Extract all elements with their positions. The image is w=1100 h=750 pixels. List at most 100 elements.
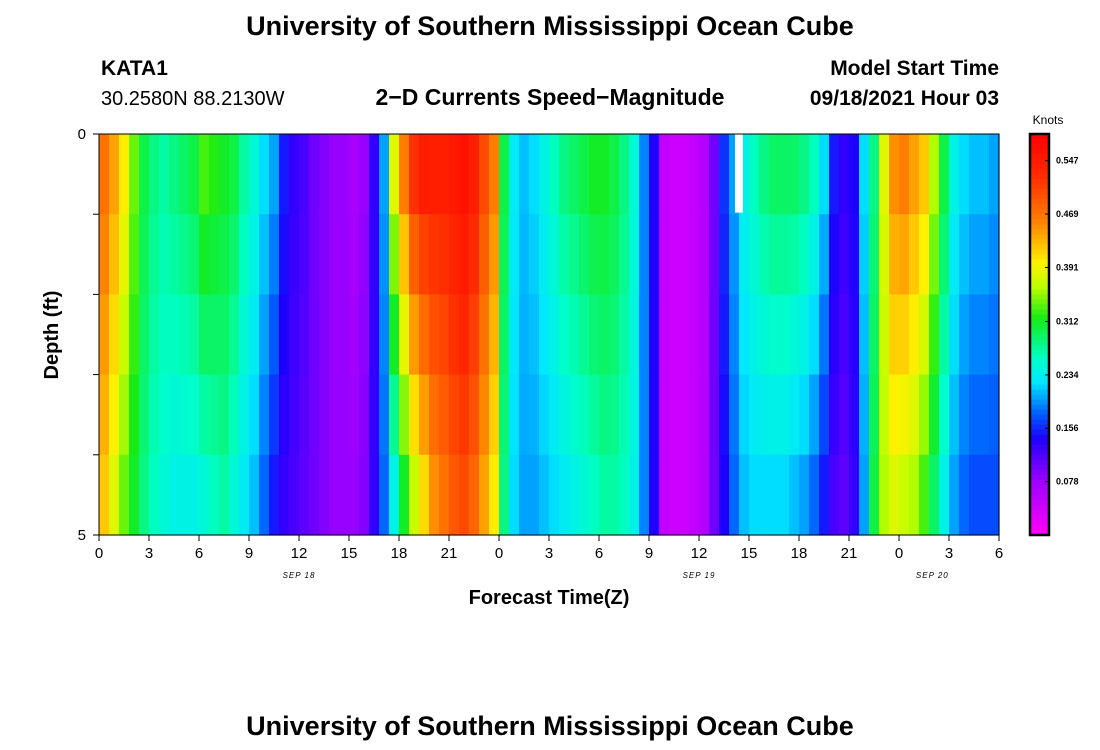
heatmap-cells <box>99 134 1000 536</box>
heatmap-cell <box>929 214 940 295</box>
chart-subtitle: 2−D Currents Speed−Magnitude <box>376 84 725 110</box>
heatmap-cell <box>439 294 450 376</box>
colorbar-segment <box>1030 234 1049 240</box>
heatmap-cell <box>559 294 570 376</box>
heatmap-cell <box>809 374 820 456</box>
heatmap-cell <box>989 454 1000 536</box>
heatmap-cell <box>99 294 110 376</box>
heatmap-cell <box>709 454 720 536</box>
colorbar-segment <box>1030 244 1049 250</box>
colorbar-segment <box>1030 499 1049 506</box>
heatmap-cell <box>799 374 810 456</box>
heatmap-cell <box>249 214 260 295</box>
heatmap-cell <box>949 454 960 536</box>
heatmap-cell <box>709 134 720 215</box>
heatmap-cell <box>139 134 150 215</box>
heatmap-cell <box>339 374 350 456</box>
heatmap-cell <box>399 134 410 215</box>
heatmap-cell <box>319 214 330 295</box>
colorbar-segment <box>1030 194 1049 200</box>
heatmap-cell <box>909 374 920 456</box>
heatmap-cell <box>349 214 360 295</box>
heatmap-cell <box>289 374 300 456</box>
heatmap-cell <box>99 214 110 295</box>
colorbar-segment <box>1030 299 1049 306</box>
colorbar-segment <box>1030 289 1049 295</box>
heatmap-cell <box>159 454 170 536</box>
colorbar-segment <box>1030 364 1049 371</box>
colorbar-segment <box>1030 169 1049 175</box>
heatmap-cell <box>639 294 650 376</box>
heatmap-cell <box>189 134 200 215</box>
heatmap-cell <box>939 454 950 536</box>
heatmap-cell <box>949 374 960 456</box>
heatmap-cell <box>509 374 520 456</box>
colorbar-segment <box>1030 339 1049 346</box>
heatmap-cell <box>479 374 490 456</box>
heatmap-cell <box>579 294 590 376</box>
colorbar-segment <box>1030 344 1049 351</box>
heatmap-cell <box>539 374 550 456</box>
heatmap-cell <box>649 294 660 376</box>
heatmap-cell <box>519 294 530 376</box>
heatmap-cell <box>349 374 360 456</box>
heatmap-cell <box>939 374 950 456</box>
heatmap-cell <box>309 294 320 376</box>
colorbar-unit: Knots <box>1033 113 1064 127</box>
footer-title: University of Southern Mississippi Ocean… <box>246 711 854 741</box>
heatmap-cell <box>659 134 670 215</box>
colorbar-segment <box>1030 464 1049 471</box>
x-tick-label: 21 <box>441 545 458 562</box>
colorbar-segment <box>1030 354 1049 361</box>
heatmap-cell <box>819 134 830 215</box>
heatmap-cell <box>869 374 880 456</box>
heatmap-cell <box>579 374 590 456</box>
heatmap-cell <box>959 374 970 456</box>
heatmap-cell <box>189 454 200 536</box>
heatmap-cell <box>919 454 930 536</box>
heatmap-cell <box>749 294 760 376</box>
heatmap-cell <box>749 134 760 215</box>
heatmap-cell <box>689 374 700 456</box>
colorbar-segment <box>1030 249 1049 255</box>
heatmap-cell <box>219 134 230 215</box>
heatmap-cell <box>169 374 180 456</box>
heatmap-cell <box>259 374 270 456</box>
heatmap-cell <box>199 294 210 376</box>
heatmap-cell <box>249 134 260 215</box>
colorbar-segment <box>1030 444 1049 451</box>
heatmap-cell <box>769 214 780 295</box>
heatmap-cell <box>779 214 790 295</box>
heatmap-cell <box>199 374 210 456</box>
heatmap-cell <box>919 134 930 215</box>
heatmap-cell <box>259 454 270 536</box>
colorbar-segment <box>1030 199 1049 205</box>
heatmap-cell <box>379 134 390 215</box>
heatmap-cell <box>549 454 560 536</box>
heatmap-cell <box>729 214 740 295</box>
heatmap-cell <box>529 294 540 376</box>
heatmap-cell <box>809 214 820 295</box>
heatmap-cell <box>739 134 750 215</box>
heatmap-cell <box>289 134 300 215</box>
heatmap-cell <box>279 454 290 536</box>
heatmap-cell <box>429 214 440 295</box>
heatmap-cell <box>579 134 590 215</box>
heatmap-cell <box>179 214 190 295</box>
heatmap-cell <box>889 134 900 215</box>
heatmap-cell <box>699 454 710 536</box>
heatmap-cell <box>989 134 1000 215</box>
heatmap-cell <box>159 134 170 215</box>
heatmap-cell <box>909 134 920 215</box>
heatmap-cell <box>419 134 430 215</box>
colorbar-segment <box>1030 454 1049 461</box>
colorbar-segment <box>1030 409 1049 416</box>
x-tick-label: 18 <box>791 545 808 562</box>
heatmap-cell <box>979 374 990 456</box>
heatmap-cell <box>669 134 680 215</box>
heatmap-cell <box>799 294 810 376</box>
heatmap-cell <box>879 214 890 295</box>
heatmap-cell <box>629 134 640 215</box>
heatmap-cell <box>899 294 910 376</box>
heatmap-cell <box>429 294 440 376</box>
